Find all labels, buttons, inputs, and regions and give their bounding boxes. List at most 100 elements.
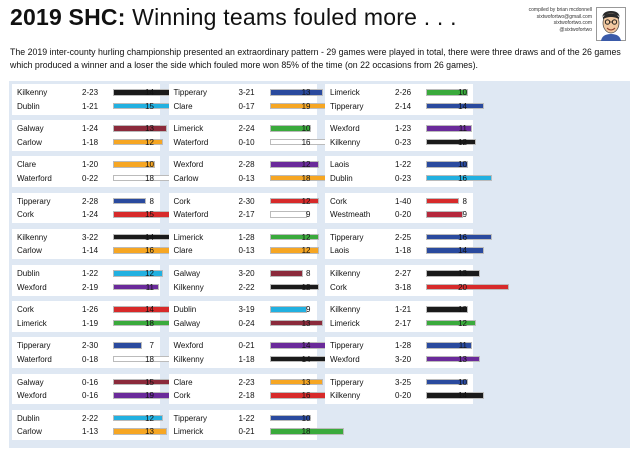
loser-row: Waterford 2-17 9 [169, 208, 317, 221]
fouls-bar [269, 161, 320, 168]
fouls-value: 9 [462, 210, 467, 220]
score: 2-30 [238, 196, 255, 206]
team-name: Cork [17, 305, 34, 315]
team-name: Cork [173, 391, 191, 401]
winner-row: Cork 2-30 12 [169, 195, 320, 208]
winner-row: Kilkenny 3-22 14 [12, 231, 172, 244]
fouls-bar [113, 161, 155, 168]
fouls-value: 13 [301, 88, 311, 97]
fouls-value: 15 [145, 101, 154, 111]
fouls-bar [426, 197, 460, 205]
winner-row: Tipperary 2-25 16 [325, 231, 493, 244]
fouls-bar [113, 125, 167, 132]
winner-row: Dublin 1-22 12 [12, 267, 163, 280]
score: 0-18 [82, 354, 99, 364]
score: 2-28 [82, 196, 99, 206]
score: 1-23 [395, 124, 412, 134]
score: 1-24 [82, 124, 99, 134]
loser-row: Kilkenny 1-18 14 [169, 353, 328, 366]
winner-row: Clare 1-20 10 [12, 158, 160, 171]
game-cell: Clare 2-23 13 Cork 2-18 16 [168, 373, 336, 405]
score: 2-22 [82, 413, 99, 423]
team-name: Galway [17, 377, 44, 387]
score: 0-13 [238, 246, 255, 256]
fouls-bar [426, 306, 468, 313]
fouls-bar [113, 283, 159, 290]
game-cell: Dublin 3-19 9 Galway 0-24 13 [168, 301, 324, 332]
fouls-value: 14 [458, 246, 467, 256]
loser-row: Cork 1-24 15 [12, 208, 176, 221]
games-grid: Kilkenny 2-23 14 Dublin 1-21 15 Galway 1-24 13 Ca… [9, 81, 630, 448]
fouls-bar [269, 414, 311, 422]
winner-row: Dublin 2-22 12 [12, 412, 163, 425]
game-cell: Cork 1-40 8 Westmeath 0-20 9 [325, 192, 473, 224]
winner-row: Tipperary 3-25 10 [325, 376, 473, 389]
fouls-bar [426, 233, 493, 241]
winner-row: Tipperary 1-22 10 [169, 412, 317, 425]
game-cell: Galway 1-24 13 Carlow 1-18 12 [12, 120, 167, 151]
credit-line: @sixtwofortwo [559, 26, 592, 33]
fouls-value: 8 [149, 196, 154, 206]
score: 1-13 [82, 427, 99, 437]
team-name: Kilkenny [173, 282, 204, 292]
fouls-bar [113, 138, 163, 146]
fouls-bar [269, 233, 320, 241]
fouls-value: 16 [301, 391, 311, 401]
game-cell: Cork 1-26 14 Limerick 1-19 18 [12, 301, 188, 332]
game-cell: Kilkenny 2-23 14 Dublin 1-21 15 [12, 84, 176, 115]
fouls-bar [426, 138, 476, 146]
fouls-value: 13 [145, 427, 154, 437]
score: 0-16 [82, 377, 99, 387]
fouls-value: 20 [458, 282, 467, 292]
fouls-value: 12 [145, 269, 154, 278]
score: 2-22 [238, 282, 255, 292]
winner-row: Tipperary 3-21 13 [169, 86, 324, 99]
fouls-value: 14 [145, 88, 154, 97]
team-name: Wexford [330, 124, 360, 134]
score: 1-20 [82, 160, 99, 170]
score: 3-20 [238, 269, 255, 278]
team-name: Tipperary [17, 196, 51, 206]
chart-title-year: 2019 SHC: [10, 4, 126, 30]
fouls-value: 13 [458, 269, 467, 278]
team-name: Limerick [173, 427, 204, 437]
team-name: Carlow [17, 427, 42, 437]
game-cell: Dublin 1-22 12 Wexford 2-19 11 [12, 265, 163, 296]
fouls-value: 13 [145, 124, 154, 134]
game-cell: Tipperary 1-22 10 Limerick 0-21 18 [168, 409, 345, 441]
game-cell: Kilkenny 1-21 10 Limerick 2-17 12 [325, 301, 476, 332]
team-name: Cork [173, 196, 191, 206]
fouls-value: 16 [145, 246, 154, 256]
fouls-bar [269, 247, 320, 254]
fouls-value: 16 [301, 137, 311, 147]
score: 3-20 [395, 354, 412, 364]
loser-row: Westmeath 0-20 9 [325, 208, 473, 221]
team-name: Kilkenny [330, 137, 361, 147]
score: 0-20 [395, 210, 412, 220]
fouls-bar [426, 342, 472, 349]
team-name: Cork [330, 196, 347, 206]
team-name: Kilkenny [330, 391, 361, 401]
fouls-value: 18 [145, 318, 154, 328]
fouls-value: 12 [301, 160, 311, 170]
fouls-bar [113, 414, 163, 422]
fouls-bar [113, 342, 143, 349]
loser-row: Laois 1-18 14 [325, 244, 485, 257]
team-name: Waterford [17, 354, 52, 364]
winner-row: Clare 2-23 13 [169, 376, 324, 389]
score: 2-17 [238, 210, 255, 220]
fouls-bar [426, 283, 509, 290]
fouls-bar [269, 319, 324, 327]
fouls-value: 9 [306, 210, 311, 220]
score: 1-19 [82, 318, 99, 328]
game-cell: Wexford 2-28 12 Carlow 0-13 18 [168, 156, 345, 187]
author-avatar-icon [596, 7, 626, 41]
game-cell: Kilkenny 3-22 14 Carlow 1-14 16 [12, 228, 180, 260]
score: 2-23 [82, 88, 99, 97]
game-cell: Tipperary 2-28 8 Cork 1-24 15 [12, 192, 176, 224]
fouls-value: 19 [145, 391, 154, 401]
fouls-value: 10 [458, 305, 467, 315]
winner-row: Cork 1-40 8 [325, 195, 473, 208]
team-name: Cork [330, 282, 347, 292]
loser-row: Dublin 1-21 15 [12, 100, 176, 113]
